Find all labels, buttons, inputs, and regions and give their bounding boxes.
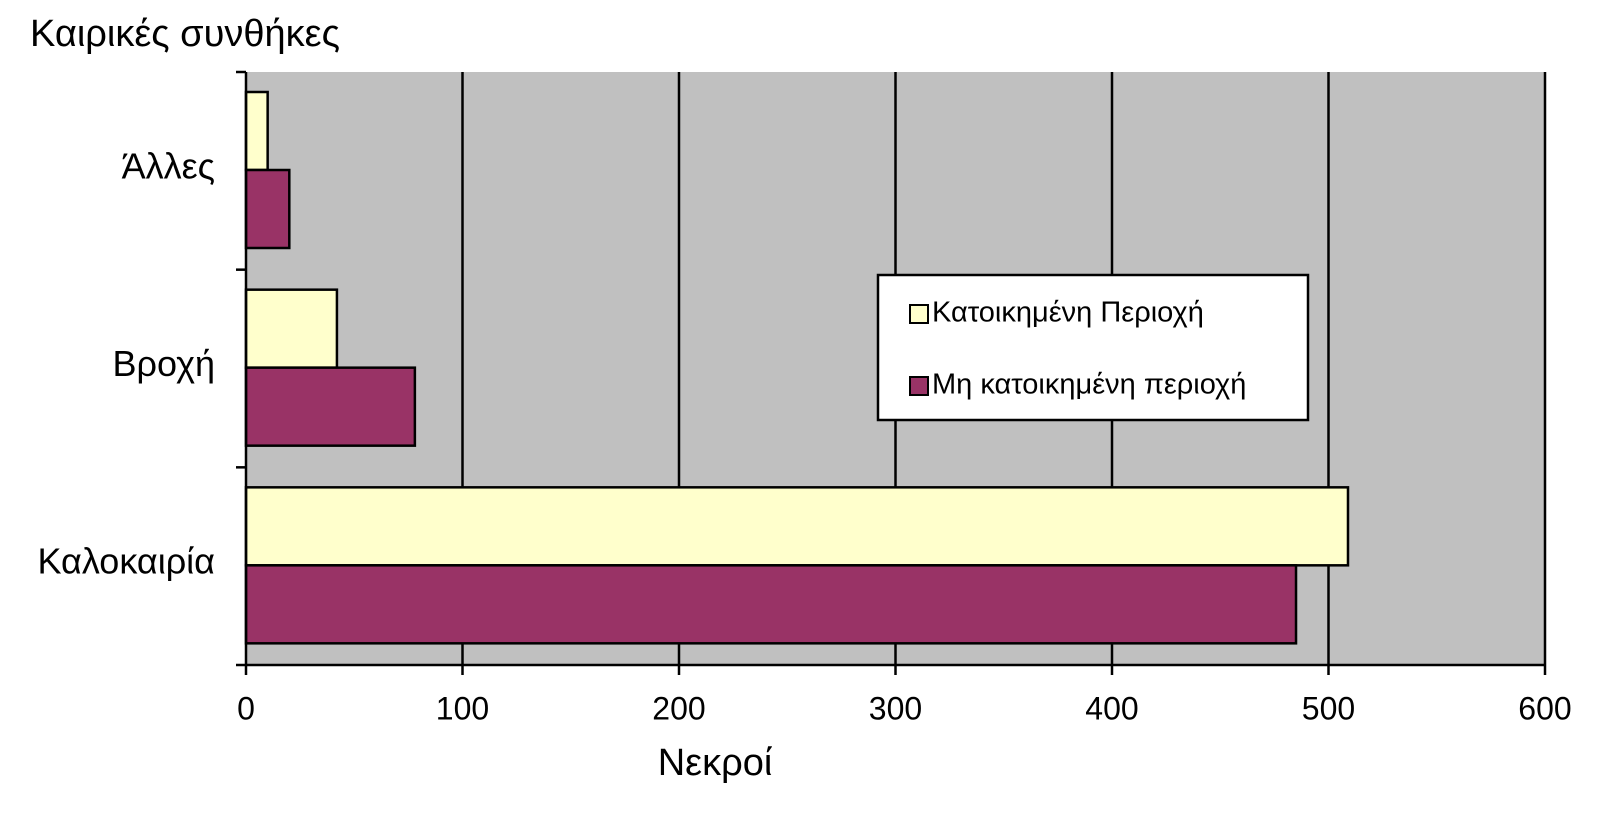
bar <box>244 288 339 369</box>
legend-swatch <box>909 376 929 396</box>
x-tick-label: 200 <box>652 690 705 726</box>
y-tick-label: Καλοκαιρία <box>37 541 215 582</box>
bar <box>244 564 1298 645</box>
legend-label: Μη κατοικημένη περιοχή <box>932 369 1246 401</box>
y-tick-label: Βροχή <box>113 343 215 384</box>
x-axis-label: Νεκροί <box>658 742 773 784</box>
x-tick-label: 0 <box>237 690 255 726</box>
x-tick-label: 300 <box>869 690 922 726</box>
y-axis-label: Καιρικές συνθήκες <box>30 13 340 55</box>
bar <box>244 486 1350 567</box>
y-tick-label: Άλλες <box>122 145 215 186</box>
x-tick-label: 600 <box>1518 690 1571 726</box>
legend-box <box>876 273 1310 422</box>
bar <box>244 90 269 172</box>
legend-swatch <box>909 304 929 324</box>
x-tick-label: 400 <box>1085 690 1138 726</box>
legend-label: Κατοικημένη Περιοχή <box>932 297 1204 329</box>
x-tick-label: 100 <box>436 690 489 726</box>
x-tick-label: 500 <box>1302 690 1355 726</box>
bar <box>244 366 417 447</box>
bar <box>244 168 291 250</box>
